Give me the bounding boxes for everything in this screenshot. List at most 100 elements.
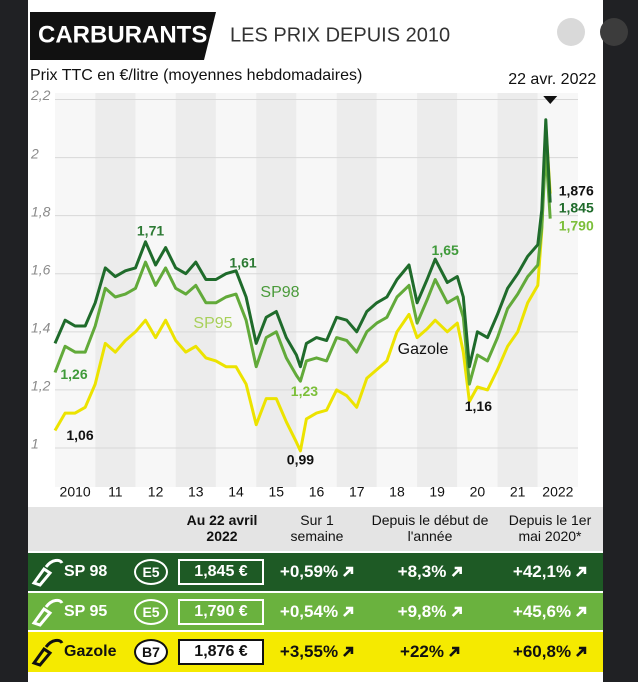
change-value: +42,1% [512, 562, 572, 581]
norm-badge: E5 [134, 559, 168, 585]
table-row: SP 98 E5 1,845 € +0,59% +8,3% +42,1% [28, 553, 603, 591]
change-value: +0,54% [279, 601, 339, 621]
y-tick-label: 2 [30, 145, 39, 161]
series-line [53, 147, 552, 386]
change: +0,59% [280, 562, 354, 582]
up-arrow [576, 566, 587, 577]
change-value: +60,8% [512, 642, 572, 661]
x-tick-label: 19 [429, 484, 445, 500]
year-band [457, 93, 498, 487]
y-tick-label: 1,2 [31, 378, 51, 394]
annotation: 1,65 [432, 242, 459, 258]
change: +42,1% [513, 562, 587, 582]
header-subtitle: LES PRIX DEPUIS 2010 [230, 24, 450, 46]
chart: CARBURANTS LES PRIX DEPUIS 2010 Prix TTC… [30, 12, 628, 500]
table-header: Sur 1 semaine [290, 512, 344, 544]
x-tick-label: 15 [268, 484, 284, 500]
up-arrow [576, 606, 587, 617]
year-band [256, 93, 297, 487]
x-tick-label: 2022 [542, 484, 573, 500]
up-arrow [343, 606, 354, 617]
annotation: 1,876 [559, 182, 594, 198]
annotation: 1,06 [66, 427, 93, 443]
pump-icon [31, 598, 64, 627]
chart-title: Prix TTC en €/litre (moyennes hebdomadai… [30, 67, 362, 84]
change: +8,3% [398, 562, 463, 582]
annotation: 0,99 [287, 452, 314, 468]
price: 1,790 € [178, 598, 264, 625]
up-arrow [343, 646, 354, 657]
change: +3,55% [280, 642, 354, 662]
y-tick-label: 1,4 [31, 320, 51, 336]
up-arrow [576, 646, 587, 657]
x-tick-label: 11 [108, 484, 123, 500]
table-header: Depuis le 1er mai 2020* [508, 512, 592, 544]
share-button[interactable] [557, 18, 585, 46]
marker-arrow [543, 96, 558, 104]
x-tick-label: 18 [389, 484, 405, 500]
stripes [55, 93, 578, 487]
table-header-band [28, 507, 603, 551]
change: +22% [400, 642, 460, 662]
change-value: +0,59% [279, 562, 339, 581]
y-tick-label: 1,6 [31, 261, 51, 277]
series-label: Gazole [398, 341, 449, 358]
x-tick-label: 16 [309, 484, 325, 500]
year-band [95, 93, 136, 487]
change: +60,8% [513, 642, 587, 662]
price: 1,876 € [178, 639, 264, 665]
change: +9,8% [398, 602, 463, 622]
annotation: 1,790 [559, 217, 594, 233]
x-tick-label: 14 [228, 484, 244, 500]
pump-icon [31, 558, 64, 587]
up-arrow [451, 606, 462, 617]
year-band [175, 93, 216, 487]
year-band [336, 93, 377, 487]
y-tick-label: 2,2 [30, 87, 51, 103]
table-header: Depuis le début de l'année [371, 512, 489, 544]
fuel-name: SP 98 [64, 563, 108, 580]
x-tick-label: 2010 [60, 484, 91, 500]
annotation: 1,845 [559, 199, 594, 215]
series-line [53, 124, 552, 453]
marker-label: 22 avr. 2022 [508, 71, 596, 88]
annotation: 1,23 [291, 383, 318, 399]
up-arrow [451, 566, 462, 577]
annotation: 1,26 [60, 366, 87, 382]
y-tick-label: 1,8 [31, 203, 51, 219]
change-value: +3,55% [279, 642, 339, 661]
series-label: SP98 [260, 284, 299, 301]
change-value: +9,8% [397, 601, 447, 621]
year-band [296, 93, 337, 487]
x-tick-label: 12 [148, 484, 164, 500]
y-tick-label: 1 [31, 436, 39, 452]
year-band [215, 93, 257, 487]
annotation: 1,71 [137, 223, 164, 239]
header-title: CARBURANTS [38, 21, 207, 48]
change: +0,54% [280, 602, 354, 622]
annotation: 1,61 [229, 255, 256, 271]
table-row: Gazole B7 1,876 € +3,55% +22% +60,8% [28, 632, 603, 672]
fuel-name: SP 95 [64, 602, 108, 620]
series-line [53, 118, 552, 369]
pump-icon [31, 638, 64, 667]
change: +45,6% [513, 602, 587, 622]
change-value: +45,6% [512, 601, 572, 621]
menu-button[interactable] [600, 18, 628, 46]
fuel-name: Gazole [64, 643, 117, 660]
x-tick-label: 17 [349, 484, 365, 500]
x-tick-label: 21 [510, 484, 526, 500]
year-band [497, 93, 538, 487]
annotation: 1,16 [465, 398, 492, 414]
up-arrow [343, 566, 354, 577]
series-label: SP95 [193, 315, 232, 332]
norm-badge: E5 [134, 598, 168, 625]
up-arrow [449, 646, 460, 657]
change-value: +22% [400, 642, 444, 661]
price: 1,845 € [178, 559, 264, 585]
norm-badge: B7 [134, 639, 168, 665]
change-value: +8,3% [397, 562, 447, 581]
title-box [30, 12, 216, 60]
table-row: SP 95 E5 1,790 € +0,54% +9,8% +45,6% [28, 593, 603, 630]
